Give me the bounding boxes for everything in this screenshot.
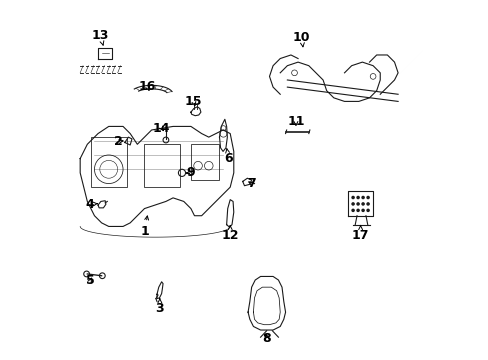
Text: 5: 5 xyxy=(85,274,94,287)
Text: 7: 7 xyxy=(247,177,256,190)
Circle shape xyxy=(366,197,368,199)
Text: 6: 6 xyxy=(224,149,233,165)
Text: 2: 2 xyxy=(114,135,123,148)
Text: 10: 10 xyxy=(292,31,310,47)
Text: 12: 12 xyxy=(221,226,239,242)
Text: 16: 16 xyxy=(139,80,156,93)
Circle shape xyxy=(356,209,358,211)
Text: 4: 4 xyxy=(85,198,97,211)
Circle shape xyxy=(351,209,353,211)
Circle shape xyxy=(366,209,368,211)
Text: 3: 3 xyxy=(155,299,164,315)
Circle shape xyxy=(361,203,364,205)
Text: 14: 14 xyxy=(153,122,170,135)
Circle shape xyxy=(351,197,353,199)
Text: 13: 13 xyxy=(91,29,109,45)
Circle shape xyxy=(366,203,368,205)
Circle shape xyxy=(351,203,353,205)
Text: 1: 1 xyxy=(140,216,148,238)
Text: 8: 8 xyxy=(262,333,270,346)
Text: 11: 11 xyxy=(286,114,304,127)
Circle shape xyxy=(361,209,364,211)
Circle shape xyxy=(356,203,358,205)
Circle shape xyxy=(361,197,364,199)
Text: 9: 9 xyxy=(185,166,194,179)
Text: 15: 15 xyxy=(184,95,202,108)
Circle shape xyxy=(356,197,358,199)
Text: 17: 17 xyxy=(351,226,368,242)
